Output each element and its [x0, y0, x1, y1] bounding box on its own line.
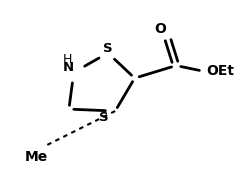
Text: Me: Me	[25, 150, 48, 164]
Text: OEt: OEt	[207, 64, 234, 78]
Text: S: S	[99, 111, 109, 124]
Text: H: H	[63, 53, 72, 66]
Text: S: S	[103, 42, 112, 55]
Text: N: N	[63, 61, 74, 74]
Text: O: O	[154, 22, 166, 36]
